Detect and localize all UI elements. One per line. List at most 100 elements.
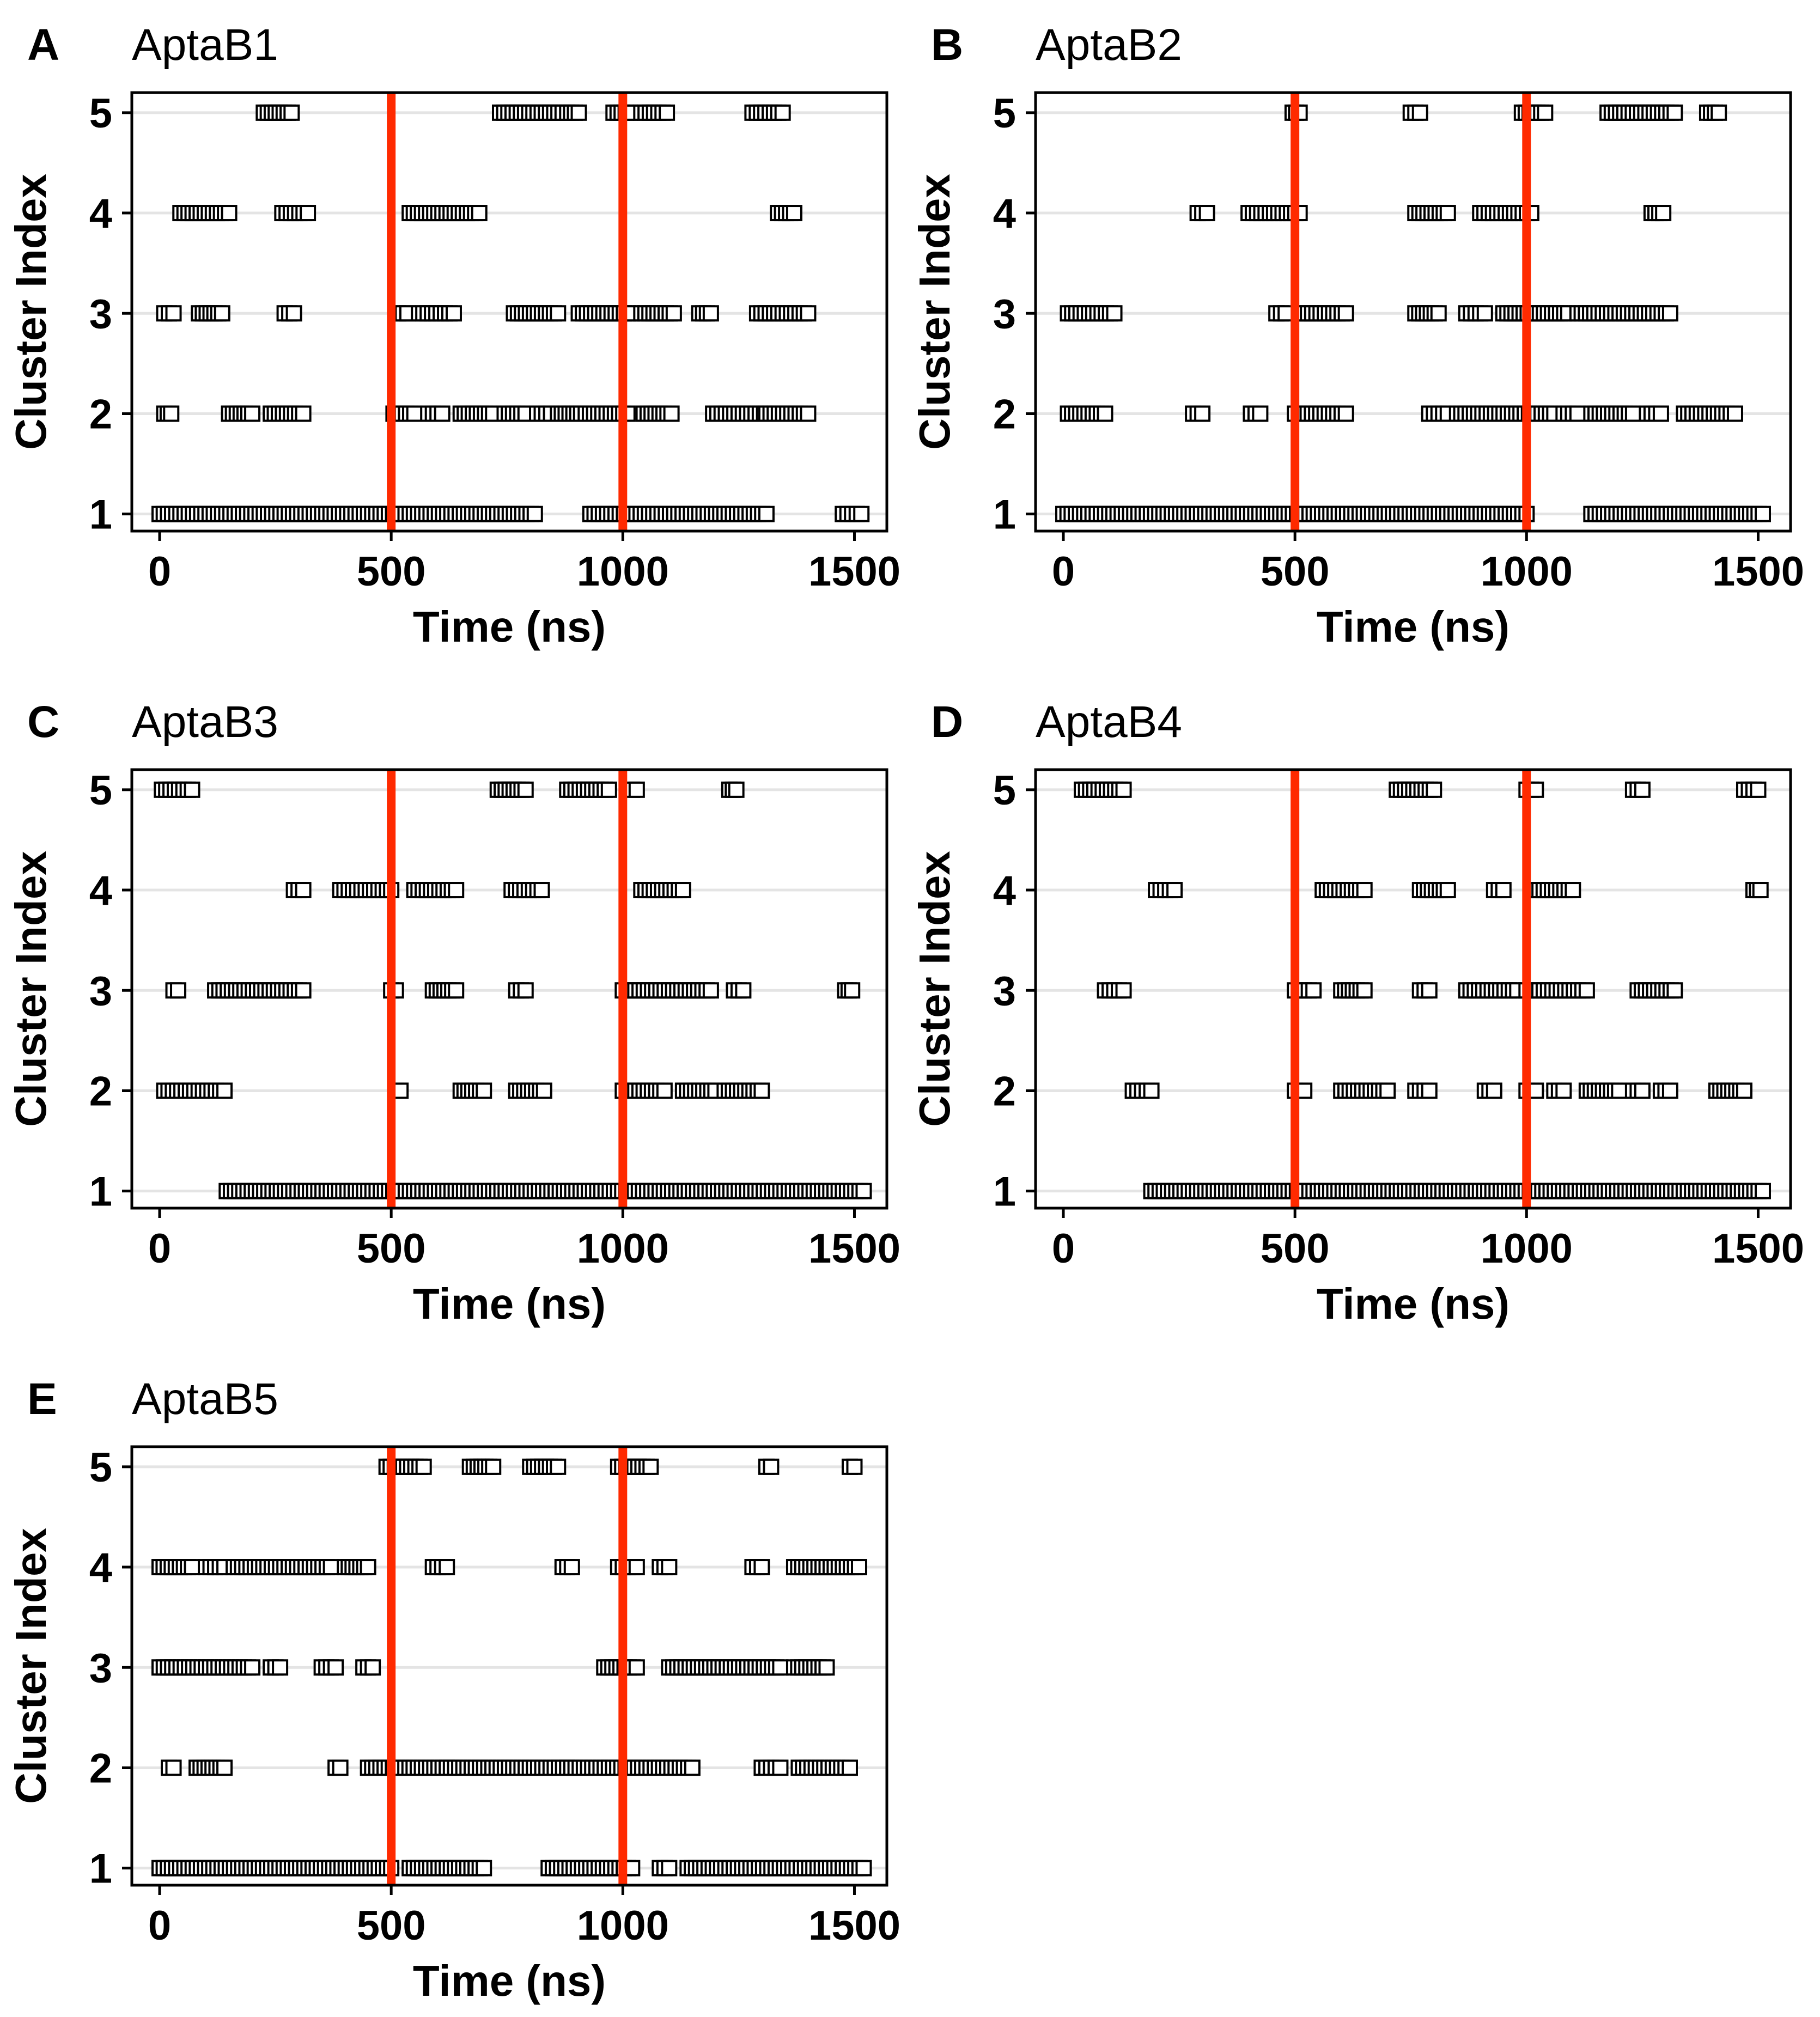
y-tick-label: 4 — [993, 191, 1016, 237]
data-point — [1652, 405, 1669, 422]
data-point — [1661, 305, 1678, 322]
data-point — [184, 1559, 200, 1576]
data-point — [772, 1659, 789, 1676]
data-point — [1555, 1082, 1572, 1099]
panel-b: B AptaB2 0 500 1000 1500 1 2 3 4 5 Time (ns) Cluster… — [910, 20, 1804, 651]
data-point — [853, 505, 870, 522]
y-axis-title: Cluster Index — [7, 1528, 55, 1804]
y-tick-label: 3 — [993, 291, 1016, 337]
data-point — [702, 305, 719, 322]
data-point — [563, 1559, 580, 1576]
x-tick-label: 1500 — [1712, 549, 1804, 595]
data-point — [364, 1659, 381, 1676]
data-point — [1655, 205, 1672, 222]
data-point — [1337, 405, 1354, 422]
series-cluster-3 — [156, 305, 817, 322]
data-point — [526, 505, 543, 522]
data-point — [1736, 1082, 1752, 1099]
data-point — [1097, 405, 1113, 422]
data-point — [1565, 882, 1581, 899]
panel-title: AptaB4 — [1036, 697, 1182, 747]
data-point — [1711, 104, 1727, 121]
data-point — [786, 205, 802, 222]
data-point — [448, 982, 465, 999]
panel-a: A AptaB1 0 500 1000 1500 1 2 3 4 5 Time (ns) Cluster… — [7, 20, 900, 651]
data-point — [214, 305, 230, 322]
data-point — [841, 1759, 858, 1776]
y-tick-label: 5 — [89, 90, 112, 137]
y-tick-label: 5 — [993, 767, 1016, 814]
data-point — [322, 1559, 339, 1576]
series-cluster-1 — [1143, 1183, 1771, 1199]
data-point — [763, 1458, 780, 1475]
data-point — [818, 1659, 835, 1676]
data-point — [800, 305, 817, 322]
data-point — [1356, 982, 1373, 999]
x-tick-label: 500 — [1261, 1226, 1330, 1272]
data-point — [850, 1559, 867, 1576]
y-axis-title: Cluster Index — [910, 174, 959, 450]
y-tick-label: 1 — [89, 1169, 112, 1215]
data-point — [184, 781, 200, 798]
series-cluster-1 — [1055, 505, 1771, 522]
data-point — [855, 1183, 872, 1199]
y-tick-label: 5 — [89, 767, 112, 814]
data-point — [406, 405, 423, 422]
y-tick-label: 2 — [89, 1745, 112, 1791]
x-axis-title: Time (ns) — [413, 1279, 606, 1328]
y-tick-label: 3 — [993, 968, 1016, 1014]
data-point — [735, 982, 752, 999]
data-point — [1754, 505, 1771, 522]
data-point — [1624, 405, 1641, 422]
series-cluster-2 — [1060, 405, 1743, 422]
y-tick-label: 3 — [89, 291, 112, 337]
data-point — [332, 1759, 349, 1776]
data-point — [476, 1860, 492, 1876]
data-point — [1106, 305, 1123, 322]
data-point — [684, 1759, 701, 1776]
data-point — [1252, 405, 1269, 422]
data-point — [1634, 781, 1651, 798]
data-point — [753, 1082, 770, 1099]
y-tick-label: 2 — [89, 1068, 112, 1114]
x-axis-title: Time (ns) — [1317, 602, 1509, 651]
data-point — [628, 781, 645, 798]
data-point — [1194, 405, 1211, 422]
panel-letter: B — [931, 20, 963, 70]
data-point — [471, 205, 488, 222]
data-point — [624, 1860, 641, 1876]
x-tick-label: 0 — [148, 549, 171, 595]
data-point — [1661, 1082, 1678, 1099]
data-point — [295, 405, 312, 422]
data-point — [300, 205, 316, 222]
series-cluster-3 — [1097, 982, 1683, 999]
series-cluster-5 — [1074, 781, 1767, 798]
data-point — [665, 305, 682, 322]
y-tick-label: 4 — [89, 1545, 112, 1591]
data-point — [295, 882, 312, 899]
plot-frame — [1034, 768, 1792, 1210]
data-point — [661, 1860, 678, 1876]
series-cluster-4 — [151, 1559, 867, 1576]
panel-title: AptaB1 — [132, 20, 278, 70]
data-point — [1356, 882, 1373, 899]
data-point — [728, 781, 745, 798]
x-tick-label: 500 — [1261, 549, 1330, 595]
data-point — [295, 982, 312, 999]
data-point — [1305, 982, 1322, 999]
data-point — [445, 305, 462, 322]
y-tick-label: 4 — [993, 868, 1016, 914]
data-point — [774, 104, 791, 121]
data-point — [1143, 1082, 1160, 1099]
panel-letter: E — [27, 1374, 57, 1424]
data-point — [165, 305, 182, 322]
data-point — [758, 505, 775, 522]
plot-frame — [130, 91, 888, 533]
data-point — [846, 1458, 863, 1475]
y-tick-label: 3 — [89, 968, 112, 1014]
data-point — [165, 1759, 182, 1776]
data-point — [1476, 305, 1493, 322]
data-point — [1277, 305, 1294, 322]
data-point — [628, 1559, 645, 1576]
data-point — [1115, 982, 1132, 999]
